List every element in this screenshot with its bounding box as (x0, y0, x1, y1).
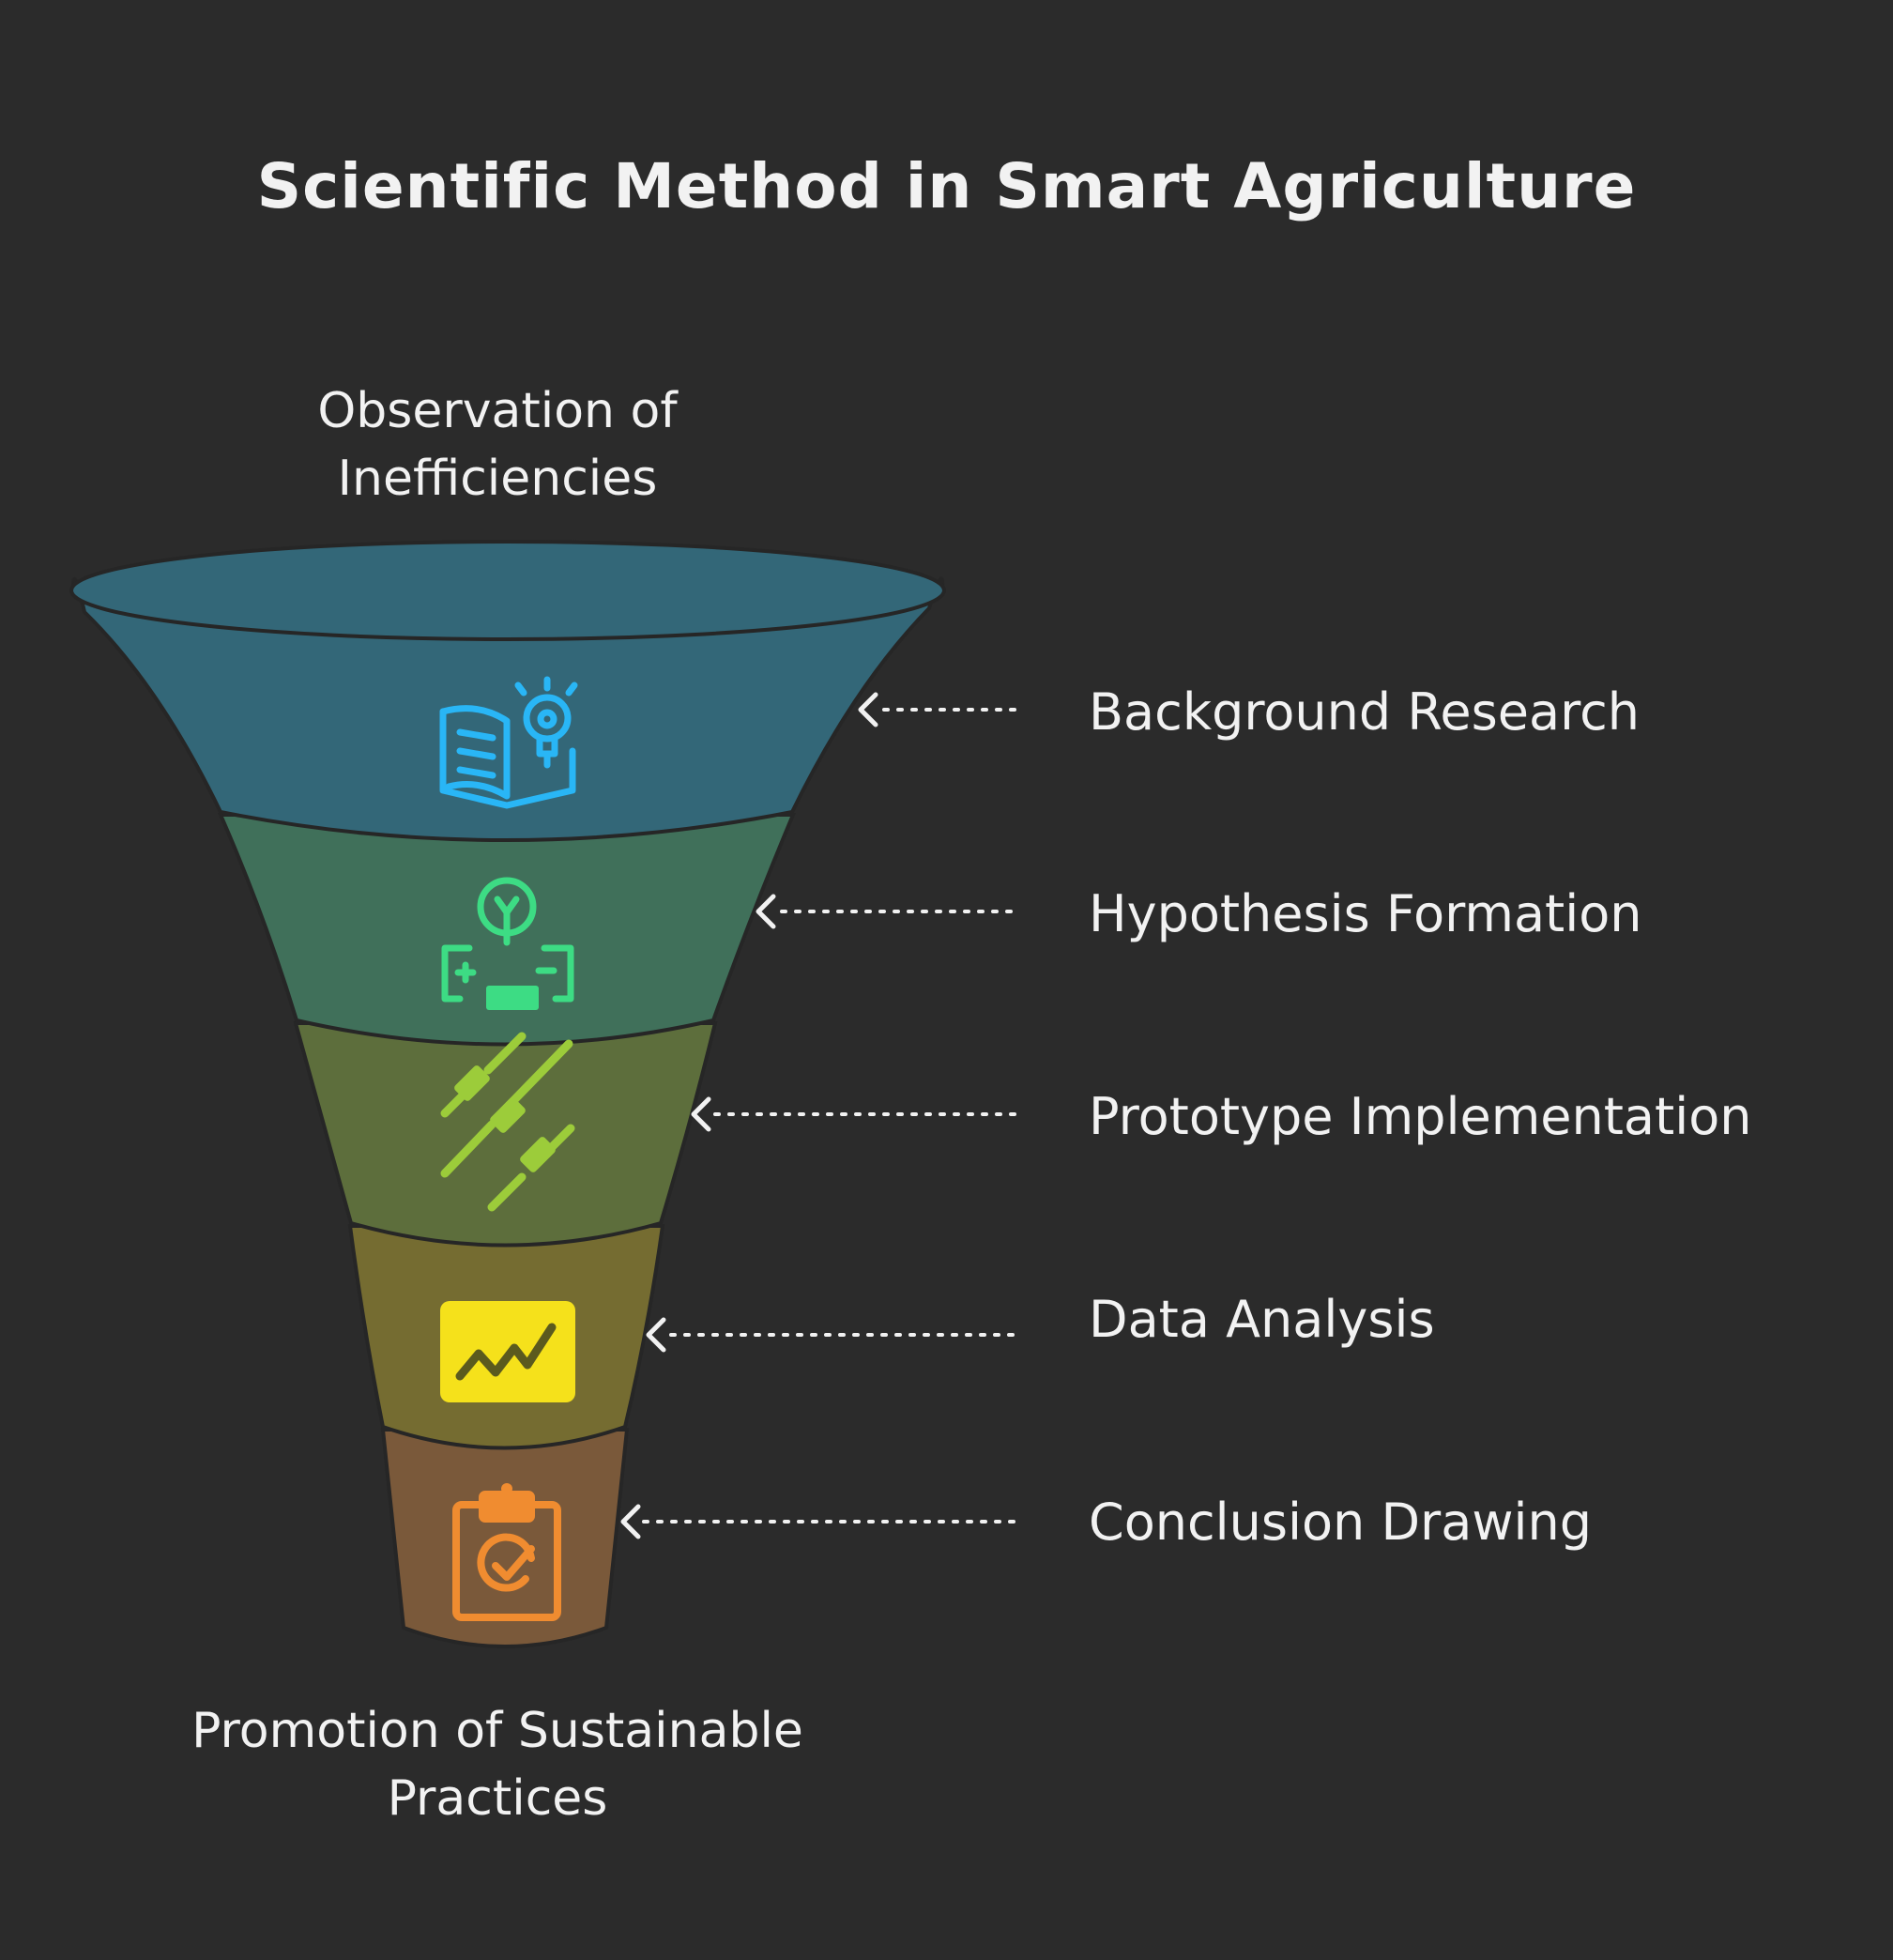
clipboard-check-icon (452, 1483, 561, 1621)
step-label-background-research: Background Research (1089, 682, 1641, 742)
funnel-rim (69, 540, 946, 641)
book-lightbulb-icon (439, 676, 578, 809)
step-label-prototype-implementation: Prototype Implementation (1089, 1087, 1752, 1146)
sliders-icon (440, 1032, 575, 1212)
top-caption: Observation of Inefficiencies (317, 383, 678, 507)
diagram-title: Scientific Method in Smart Agriculture (256, 150, 1637, 222)
arrow-conclusion-drawing (620, 1504, 1020, 1539)
lightbulb-battery-icon (441, 877, 574, 1010)
funnel-band-prototype-implementation (293, 1021, 718, 1248)
step-label-data-analysis: Data Analysis (1089, 1290, 1435, 1349)
arrow-background-research (858, 692, 1020, 727)
arrow-hypothesis-formation (756, 894, 1020, 929)
arrow-data-analysis (646, 1317, 1020, 1353)
step-label-hypothesis-formation: Hypothesis Formation (1089, 884, 1642, 943)
arrow-prototype-implementation (691, 1096, 1020, 1132)
funnel-band-background-research (69, 540, 946, 842)
step-label-conclusion-drawing: Conclusion Drawing (1089, 1493, 1592, 1552)
trend-chart-icon (440, 1301, 575, 1402)
bottom-caption: Promotion of Sustainable Practices (191, 1703, 803, 1827)
